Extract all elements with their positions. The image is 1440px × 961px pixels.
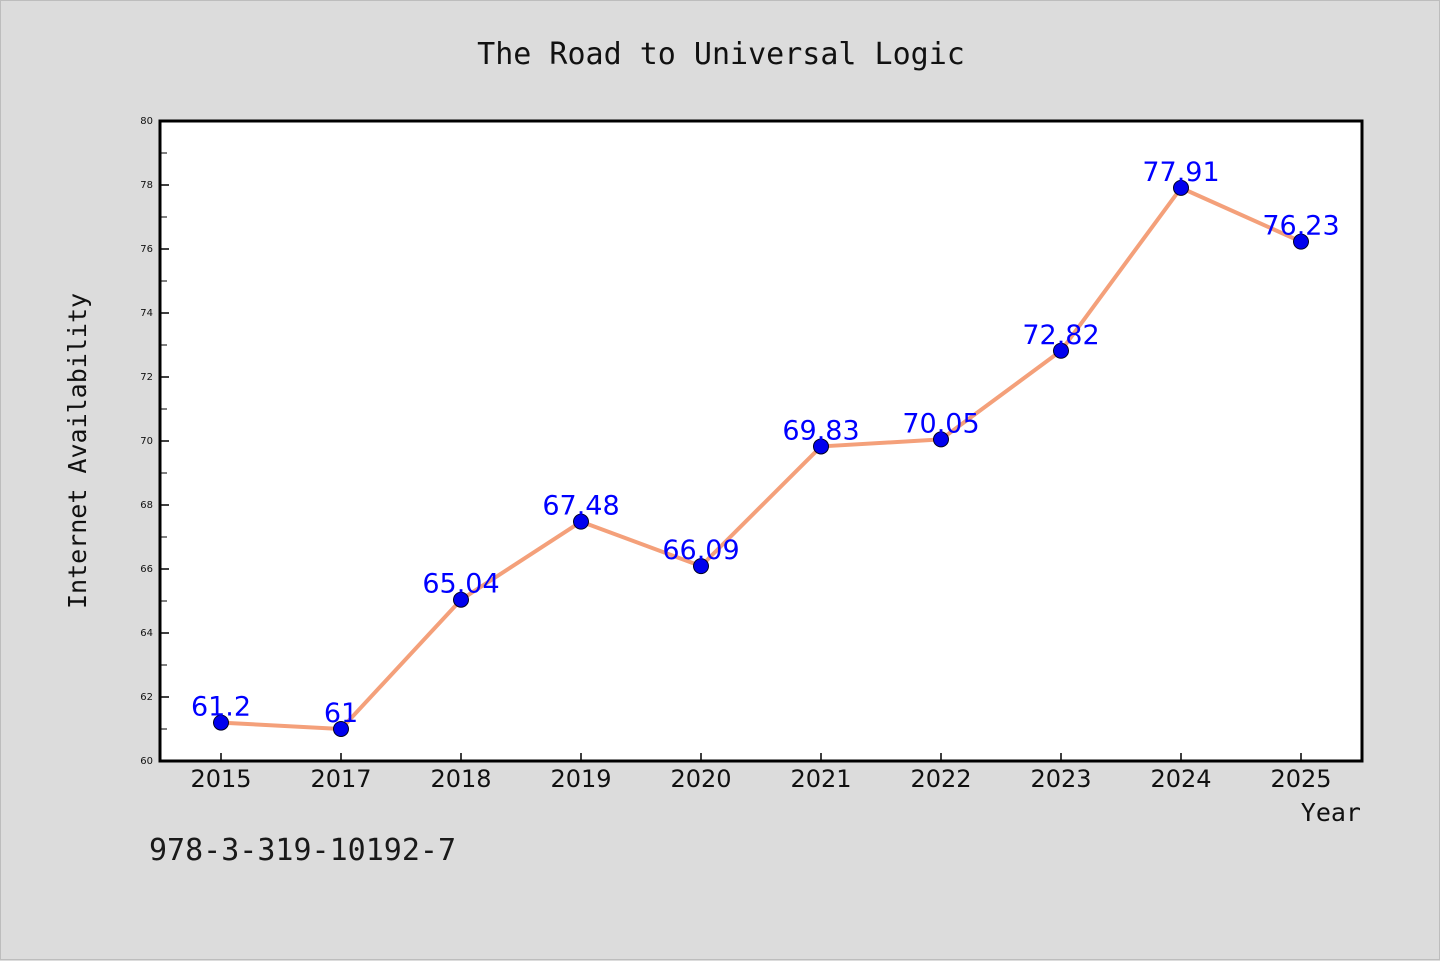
data-label: 61.2 (191, 692, 251, 723)
y-tick-label: 74 (140, 308, 153, 319)
data-point (573, 513, 589, 530)
x-tick-label: 2024 (1150, 765, 1211, 793)
y-tick-label: 70 (140, 436, 153, 447)
y-tick-label: 78 (140, 180, 153, 191)
x-axis-label: Year (1301, 798, 1361, 827)
y-tick-label: 60 (140, 756, 153, 767)
x-tick-label: 2015 (190, 765, 251, 793)
x-tick-label: 2018 (430, 765, 491, 793)
data-label: 61 (324, 698, 358, 729)
data-point (333, 721, 349, 737)
y-tick-label: 62 (140, 692, 153, 703)
data-point (453, 591, 469, 608)
data-point (1173, 179, 1189, 196)
x-tick-label: 2022 (910, 765, 971, 793)
y-tick-label: 72 (140, 372, 153, 383)
data-label: 76.23 (1262, 211, 1339, 242)
y-axis-label: Internet Availability (63, 293, 92, 609)
data-label: 67.48 (542, 491, 619, 522)
data-label: 69.83 (782, 415, 859, 446)
data-labels: 61.2 61 65.04 67.48 66.09 69.83 70.05 72.82 77.9… (191, 157, 1340, 729)
data-label: 70.05 (902, 408, 979, 439)
y-tick-label: 66 (140, 564, 153, 575)
data-point (1293, 233, 1309, 250)
y-axis: 60 62 64 66 68 70 72 74 76 78 80 (140, 116, 169, 767)
data-point (933, 431, 949, 448)
y-tick-label: 68 (140, 500, 153, 511)
data-label: 65.04 (422, 569, 499, 600)
series-markers (213, 179, 1309, 737)
data-label: 77.91 (1142, 157, 1219, 188)
data-point (693, 558, 709, 575)
data-point (813, 438, 829, 455)
x-tick-label: 2025 (1270, 765, 1331, 793)
data-label: 72.82 (1022, 320, 1099, 351)
x-tick-label: 2023 (1030, 765, 1091, 793)
isbn-text: 978-3-319-10192-7 (149, 833, 457, 868)
series-line (220, 185, 1302, 731)
chart-title: The Road to Universal Logic (477, 37, 965, 72)
x-tick-label: 2021 (790, 765, 851, 793)
y-tick-label: 64 (140, 628, 153, 639)
x-tick-label: 2019 (550, 765, 611, 793)
x-tick-label: 2017 (310, 765, 371, 793)
data-point (1053, 342, 1069, 359)
y-tick-label: 76 (140, 244, 153, 255)
y-tick-label: 80 (140, 116, 153, 127)
plot-area (158, 119, 1364, 763)
data-label: 66.09 (662, 535, 739, 566)
data-point (213, 714, 229, 731)
x-tick-label: 2020 (670, 765, 731, 793)
x-axis: 2015 2017 2018 2019 2020 2021 2022 2023 2024 2025 (190, 753, 1332, 793)
